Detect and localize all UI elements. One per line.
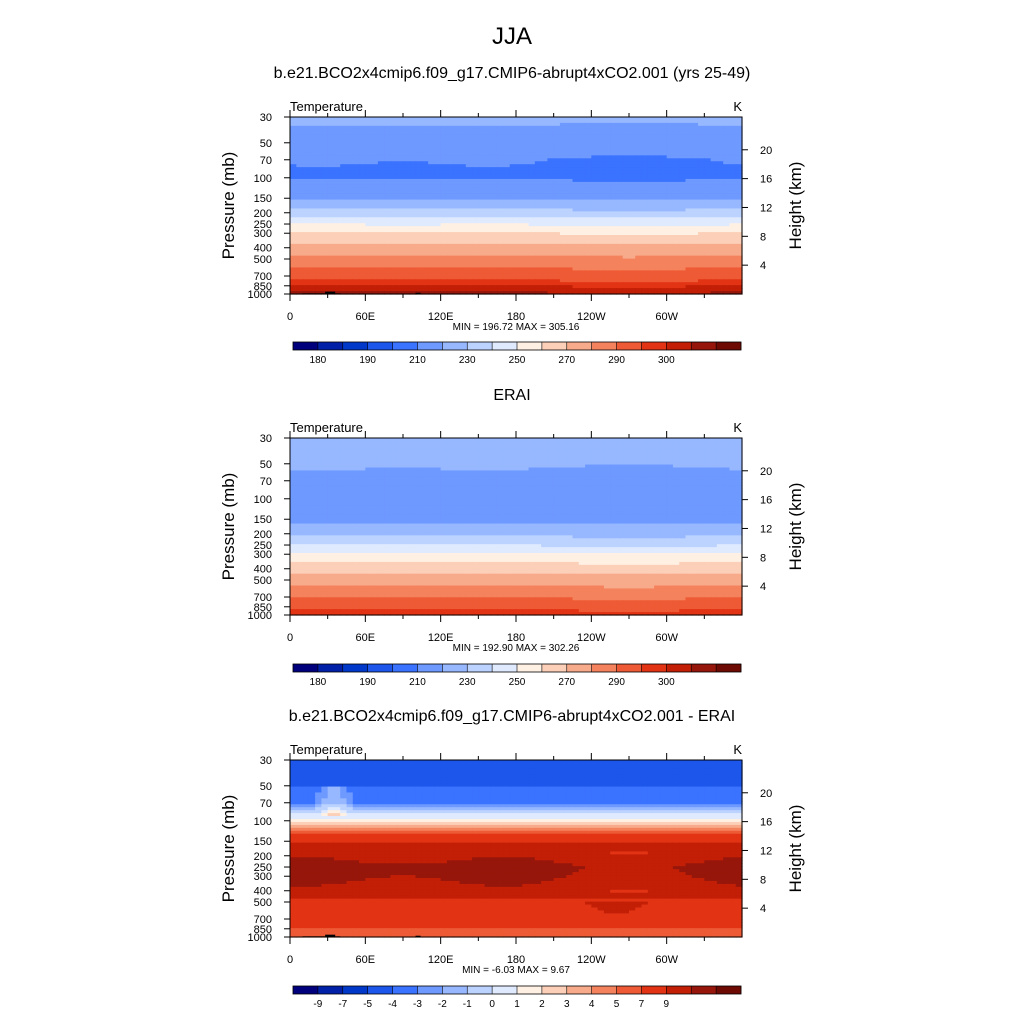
stats-label: MIN = 196.72 MAX = 305.16 — [453, 322, 580, 333]
y2-tick-label: 4 — [760, 260, 766, 272]
y-tick-label: 300 — [254, 228, 272, 240]
y-tick-label: 500 — [254, 254, 272, 266]
model-panel: b.e21.BCO2x4cmip6.f09_g17.CMIP6-abrupt4x… — [219, 65, 805, 366]
colorbar-swatch — [517, 342, 542, 350]
x-tick-label: 0 — [287, 311, 293, 323]
colorbar-label: 180 — [310, 355, 327, 366]
contour-field — [290, 117, 743, 295]
y2-axis-label: Height (km) — [786, 162, 805, 250]
colorbar-swatch — [417, 342, 442, 350]
colorbar-label: 190 — [359, 355, 376, 366]
colorbar-swatch — [318, 342, 343, 350]
colorbar-swatch — [617, 342, 642, 350]
y-axis-label: Pressure (mb) — [219, 152, 238, 260]
colorbar-swatch — [293, 342, 318, 350]
colorbar-label: 290 — [608, 355, 625, 366]
x-tick-label: 120W — [577, 311, 606, 323]
y-tick-label: 200 — [254, 208, 272, 220]
y-tick-label: 400 — [254, 243, 272, 255]
y-tick-label: 100 — [254, 173, 272, 185]
colorbar-label: 250 — [509, 355, 526, 366]
y2-tick-label: 8 — [760, 231, 766, 243]
x-tick-label: 60E — [356, 311, 376, 323]
colorbar-swatch — [691, 342, 716, 350]
contour-field — [290, 438, 743, 616]
colorbar-swatch — [492, 342, 517, 350]
x-tick-label: 120E — [428, 311, 454, 323]
colorbar-swatch — [641, 342, 666, 350]
colorbar-swatch — [343, 342, 368, 350]
y2-tick-label: 20 — [760, 145, 772, 157]
colorbar: 180 190 210 230 250 270 290 300 — [293, 342, 741, 366]
colorbar-label: 270 — [558, 355, 575, 366]
y2-tick-label: 16 — [760, 174, 772, 186]
colorbar-swatch — [567, 342, 592, 350]
colorbar-swatch — [542, 342, 567, 350]
y-tick-label: 50 — [260, 138, 272, 150]
colorbar-swatch — [467, 342, 492, 350]
y-tick-label: 150 — [254, 193, 272, 205]
panel-title: ERAI — [493, 387, 530, 404]
colorbar-swatch — [442, 342, 467, 350]
x-tick-label: 60W — [655, 311, 678, 323]
y-tick-label: 1000 — [248, 289, 272, 301]
colorbar-label: 230 — [459, 355, 476, 366]
colorbar-swatch — [368, 342, 393, 350]
colorbar-label: 210 — [409, 355, 426, 366]
colorbar-swatch — [666, 342, 691, 350]
y-tick-label: 30 — [260, 112, 272, 124]
panel-title: b.e21.BCO2x4cmip6.f09_g17.CMIP6-abrupt4x… — [274, 65, 751, 82]
page-title: JJA — [492, 23, 532, 50]
right-string: K — [733, 99, 742, 114]
colorbar-swatch — [592, 342, 617, 350]
colorbar-swatch — [393, 342, 418, 350]
colorbar-label: 300 — [658, 355, 675, 366]
y-tick-label: 70 — [260, 155, 272, 167]
left-string: Temperature — [290, 99, 363, 114]
y2-tick-label: 12 — [760, 202, 772, 214]
colorbar-swatch — [716, 342, 741, 350]
